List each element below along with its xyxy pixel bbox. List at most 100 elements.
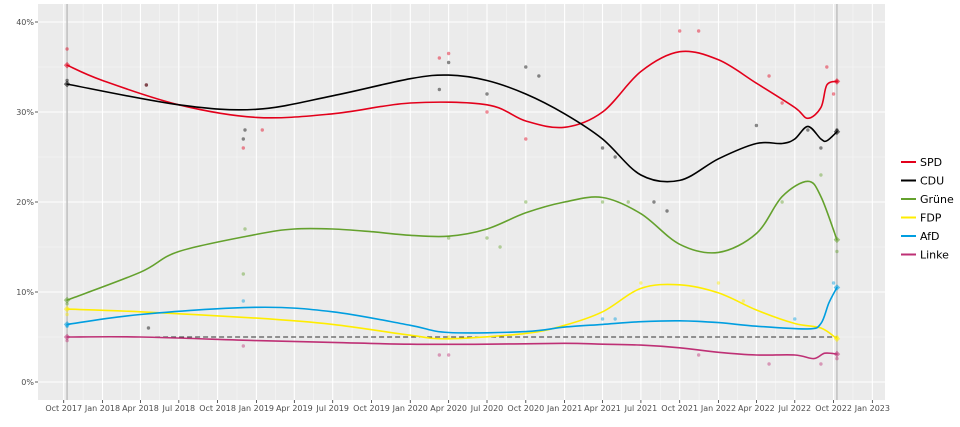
axis-layer: 0%10%20%30%40%Oct 2017 Jan 2018 Apr 2018 Ju…: [16, 18, 890, 413]
x-tick-label: Jan 2023: [854, 404, 890, 413]
poll-point: [437, 353, 442, 357]
poll-point: [806, 128, 810, 132]
poll-point: [613, 155, 617, 159]
poll-point: [498, 245, 502, 249]
poll-point: [524, 137, 528, 141]
poll-point: [696, 29, 701, 33]
poll-point: [446, 60, 451, 65]
x-tick-label: Jul 2021: [624, 404, 658, 413]
x-tick-label: Apr 2018: [122, 404, 159, 413]
legend-label-linke: Linke: [920, 249, 949, 262]
election-result-marker: [63, 296, 71, 304]
poll-point: [754, 123, 759, 128]
y-tick-label: 40%: [16, 18, 34, 27]
x-tick-label: Oct 2020: [507, 404, 544, 413]
poll-point: [600, 146, 605, 150]
election-result-marker: [833, 284, 841, 291]
poll-point: [677, 29, 682, 33]
poll-point: [446, 353, 451, 357]
x-tick-label: Apr 2020: [430, 404, 467, 413]
poll-point: [819, 362, 823, 366]
poll-point: [652, 200, 656, 204]
poll-point: [835, 249, 839, 254]
election-result-marker: [833, 128, 841, 136]
poll-point: [767, 362, 771, 366]
poll-point: [241, 137, 246, 141]
series-line-fdp: [66, 283, 838, 340]
election-result-marker: [63, 333, 71, 341]
y-tick-label: 0%: [21, 378, 34, 387]
x-tick-label: Oct 2017: [45, 404, 82, 413]
legend-label-fdp: FDP: [920, 212, 942, 225]
x-tick-label: Jan 2019: [238, 404, 274, 413]
series-line-cdu: [66, 74, 838, 183]
y-tick-label: 20%: [16, 198, 34, 207]
poll-point: [767, 74, 771, 78]
poll-point: [144, 83, 149, 87]
poll-point: [600, 317, 605, 321]
election-result-marker: [63, 61, 71, 69]
poll-point: [241, 146, 246, 150]
poll-point: [485, 110, 489, 114]
election-result-marker: [833, 335, 841, 343]
poll-point: [241, 344, 246, 348]
poll-point: [65, 78, 69, 83]
poll-point: [446, 236, 451, 240]
poll-point: [665, 209, 669, 213]
poll-point: [831, 92, 836, 96]
x-tick-label: Oct 2018: [199, 404, 236, 413]
x-tick-label: Jul 2020: [470, 404, 504, 413]
poll-point: [741, 299, 746, 303]
x-tick-label: Oct 2022: [815, 404, 852, 413]
election-result-marker: [833, 236, 841, 244]
poll-point: [437, 56, 442, 60]
poll-point: [716, 281, 721, 285]
legend-label-afd: AfD: [920, 230, 939, 243]
poll-point: [793, 317, 797, 321]
poll-point: [243, 128, 247, 132]
poll-point: [446, 335, 451, 339]
election-result-marker: [63, 321, 71, 328]
poll-point: [780, 101, 784, 105]
election-result-marker: [63, 305, 71, 313]
grid-layer: [38, 4, 885, 400]
legend-label-gr-ne: Grüne: [920, 193, 954, 206]
poll-point: [65, 338, 69, 343]
series-line-linke: [66, 335, 838, 360]
election-result-marker: [63, 80, 71, 88]
x-tick-label: Jan 2018: [84, 404, 120, 413]
x-tick-label: Oct 2019: [353, 404, 390, 413]
poll-point: [696, 353, 701, 357]
x-tick-label: Jul 2022: [777, 404, 811, 413]
poll-point: [780, 200, 784, 204]
y-tick-label: 10%: [16, 288, 34, 297]
series-line-gr-ne: [66, 180, 838, 301]
poll-point: [241, 299, 246, 303]
x-tick-label: Jul 2018: [162, 404, 196, 413]
x-tick-label: Jul 2019: [315, 404, 349, 413]
poll-point: [146, 326, 151, 330]
x-tick-label: Apr 2021: [584, 404, 621, 413]
poll-point: [437, 87, 442, 92]
poll-point: [65, 47, 69, 51]
poll-point: [613, 317, 617, 321]
x-tick-label: Jan 2020: [392, 404, 428, 413]
legend-label-cdu: CDU: [920, 175, 944, 188]
poll-point: [524, 200, 528, 204]
poll-point: [819, 146, 823, 150]
poll-point: [144, 83, 149, 87]
poll-point: [639, 281, 643, 285]
lines-layer: [63, 50, 841, 360]
series-line-spd: [66, 50, 838, 129]
poll-point: [243, 227, 247, 231]
y-tick-label: 30%: [16, 108, 34, 117]
poll-point: [831, 281, 836, 285]
legend-label-spd: SPD: [920, 156, 942, 169]
poll-point: [241, 272, 246, 276]
poll-point: [835, 356, 839, 361]
poll-point: [524, 65, 528, 69]
x-tick-label: Jan 2021: [546, 404, 582, 413]
poll-point: [260, 128, 264, 132]
x-tick-label: Oct 2021: [661, 404, 698, 413]
